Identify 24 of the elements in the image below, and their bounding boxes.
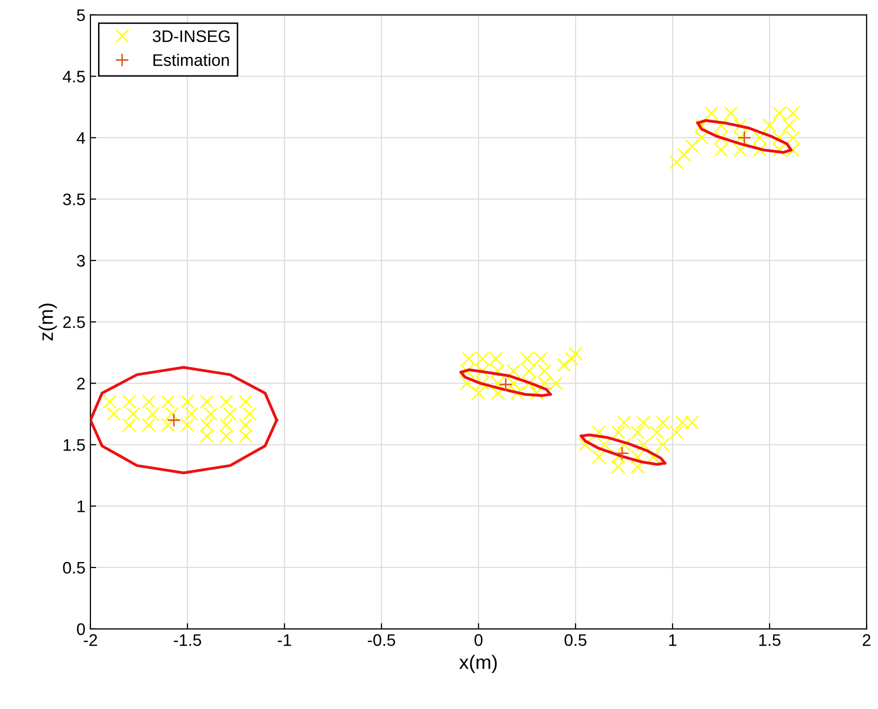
y-tick-label: 4: [76, 132, 86, 144]
x-tick-label: -2: [84, 634, 98, 646]
x-tick-label: 0.5: [564, 634, 586, 646]
y-tick-label: 2: [77, 378, 85, 390]
legend-label: 3D-INSEG: [152, 30, 230, 42]
x-tick-label: -1: [278, 634, 292, 646]
y-tick-label: 5: [76, 9, 85, 22]
x-tick-label: -0.5: [368, 634, 396, 646]
y-tick-label: 1: [78, 500, 85, 512]
y-tick-label: 4.5: [62, 70, 85, 82]
y-tick-label: 0: [76, 623, 85, 636]
x-axis-title: x(m): [459, 654, 497, 673]
x-tick-label: 1.5: [759, 634, 780, 646]
y-tick-label: 2.5: [63, 316, 85, 328]
legend-label: Estimation: [153, 54, 229, 66]
y-axis-title: z(m): [38, 304, 57, 341]
x-tick-label: 1: [669, 634, 676, 646]
x-tick-label: 2: [862, 634, 870, 646]
y-tick-label: 3: [76, 254, 85, 267]
y-tick-label: 1.5: [64, 439, 85, 451]
x-tick-label: -1.5: [174, 634, 202, 646]
y-tick-label: 0.5: [63, 562, 85, 574]
x-tick-label: 0: [474, 634, 482, 646]
y-tick-label: 3.5: [63, 193, 85, 206]
